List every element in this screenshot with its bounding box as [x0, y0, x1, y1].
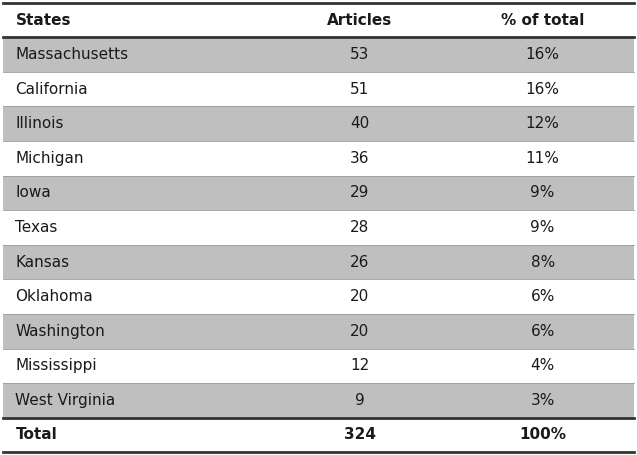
Text: 40: 40: [350, 116, 369, 131]
Bar: [3, 418, 634, 452]
Text: 9: 9: [355, 393, 364, 408]
Bar: [3, 210, 634, 245]
Bar: [3, 383, 634, 418]
Bar: [3, 37, 634, 72]
Text: 6%: 6%: [531, 289, 555, 304]
Text: 20: 20: [350, 324, 369, 339]
Text: 11%: 11%: [526, 151, 559, 166]
Text: 53: 53: [350, 47, 369, 62]
Bar: [3, 72, 634, 106]
Text: California: California: [15, 82, 88, 97]
Text: Kansas: Kansas: [15, 255, 69, 269]
Bar: [3, 176, 634, 210]
Text: Iowa: Iowa: [15, 186, 51, 200]
Bar: [3, 106, 634, 141]
Text: 100%: 100%: [519, 427, 566, 442]
Text: 12%: 12%: [526, 116, 559, 131]
Text: 26: 26: [350, 255, 369, 269]
Text: 9%: 9%: [531, 186, 555, 200]
Text: 51: 51: [350, 82, 369, 97]
Text: Oklahoma: Oklahoma: [15, 289, 93, 304]
Text: Washington: Washington: [15, 324, 105, 339]
Text: 4%: 4%: [531, 358, 555, 373]
Text: 16%: 16%: [526, 47, 560, 62]
Text: 28: 28: [350, 220, 369, 235]
Bar: [3, 349, 634, 383]
Text: Texas: Texas: [15, 220, 58, 235]
Text: States: States: [15, 13, 71, 28]
Bar: [3, 141, 634, 176]
Text: Michigan: Michigan: [15, 151, 84, 166]
Text: 9%: 9%: [531, 220, 555, 235]
Text: 29: 29: [350, 186, 369, 200]
Text: 12: 12: [350, 358, 369, 373]
Text: 20: 20: [350, 289, 369, 304]
Text: Mississippi: Mississippi: [15, 358, 97, 373]
Text: 324: 324: [343, 427, 376, 442]
Text: Illinois: Illinois: [15, 116, 64, 131]
Text: % of total: % of total: [501, 13, 584, 28]
Text: Massachusetts: Massachusetts: [15, 47, 129, 62]
Text: West Virginia: West Virginia: [15, 393, 116, 408]
Text: 16%: 16%: [526, 82, 560, 97]
Bar: [3, 245, 634, 279]
Text: 36: 36: [350, 151, 369, 166]
Text: 8%: 8%: [531, 255, 555, 269]
Bar: [3, 279, 634, 314]
Bar: [3, 314, 634, 349]
Text: Articles: Articles: [327, 13, 392, 28]
Text: 6%: 6%: [531, 324, 555, 339]
Bar: [3, 3, 634, 37]
Text: 3%: 3%: [531, 393, 555, 408]
Text: Total: Total: [15, 427, 57, 442]
